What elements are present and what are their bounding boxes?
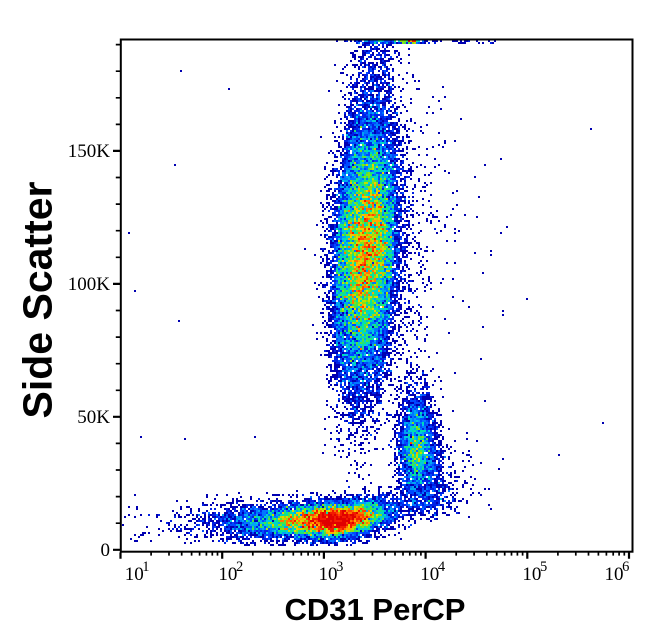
svg-text:2: 2: [236, 559, 243, 575]
svg-text:10: 10: [420, 564, 439, 585]
svg-text:6: 6: [622, 559, 629, 575]
svg-text:CD31 PerCP: CD31 PerCP: [285, 592, 466, 627]
svg-text:10: 10: [605, 564, 624, 585]
svg-text:10: 10: [218, 564, 237, 585]
svg-text:5: 5: [540, 559, 547, 575]
svg-text:10: 10: [522, 564, 541, 585]
svg-text:Side Scatter: Side Scatter: [15, 181, 61, 418]
svg-text:0: 0: [101, 540, 111, 561]
svg-text:4: 4: [438, 559, 446, 575]
svg-text:150K: 150K: [68, 141, 111, 162]
svg-text:1: 1: [142, 559, 149, 575]
svg-text:100K: 100K: [68, 274, 111, 295]
svg-text:10: 10: [319, 564, 338, 585]
svg-text:50K: 50K: [77, 407, 110, 428]
svg-text:10: 10: [125, 564, 144, 585]
svg-text:3: 3: [336, 559, 343, 575]
